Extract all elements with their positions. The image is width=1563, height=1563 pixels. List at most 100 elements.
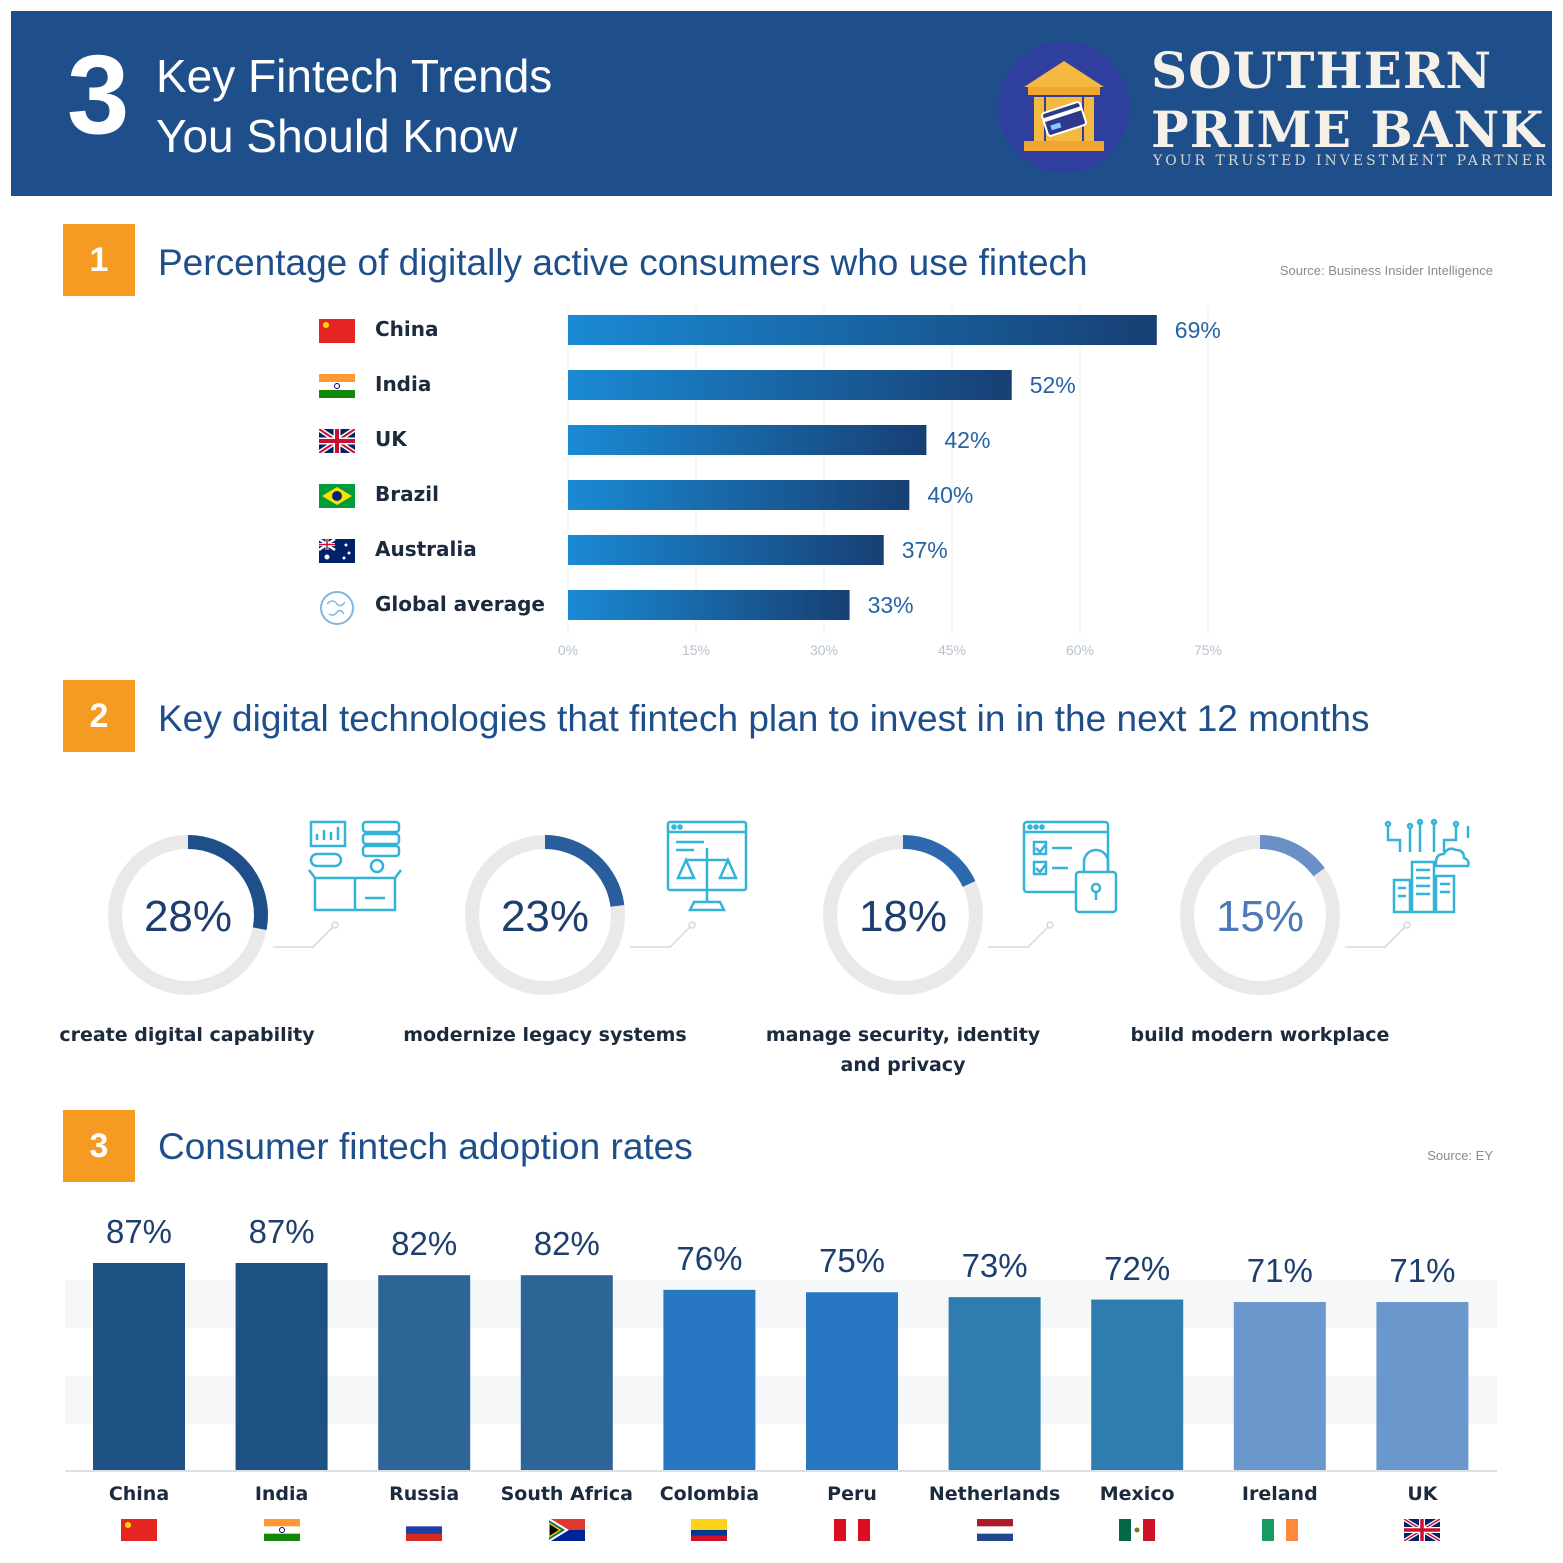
v-value-label: 87% — [105, 1213, 173, 1250]
v-bar — [235, 1263, 328, 1470]
donut-value-label: 23% — [501, 892, 589, 941]
uk-flag-icon — [319, 429, 355, 453]
brand-tagline: YOUR TRUSTED INVESTMENT PARTNER — [1153, 153, 1549, 169]
section-2-number: 2 — [63, 680, 135, 752]
donut-connector-dot — [331, 921, 339, 929]
section-3-number: 3 — [63, 1110, 135, 1182]
v-bar — [806, 1292, 898, 1470]
donut-label-3: manage security, identity and privacy — [765, 1024, 1041, 1076]
globe-icon — [319, 590, 355, 626]
bank-card-icon — [998, 41, 1130, 173]
donut-track — [823, 835, 983, 995]
brazil-flag-icon — [319, 484, 355, 508]
v-bar — [1233, 1302, 1326, 1470]
v-category-label: UK — [1407, 1483, 1438, 1505]
donut-connector — [988, 926, 1049, 948]
v-bar — [948, 1297, 1041, 1470]
h-axis-tick-label: 75% — [1193, 642, 1223, 658]
header-title-line2: You Should Know — [156, 110, 518, 162]
donut-track — [1180, 835, 1340, 995]
security-lock-checklist-icon — [1022, 818, 1122, 918]
h-category-label: Brazil — [375, 482, 439, 506]
v-grid-band — [65, 1376, 1497, 1424]
v-bar — [93, 1263, 185, 1470]
v-category-label: Ireland — [1241, 1483, 1318, 1505]
donut-value-label: 15% — [1216, 892, 1304, 941]
colombia-flag-icon — [691, 1519, 728, 1541]
h-axis-tick-label: 45% — [937, 642, 967, 658]
h-axis-tick-label: 30% — [809, 642, 839, 658]
donut-label-4: build modern workplace — [1130, 1024, 1390, 1046]
donut-center — [480, 850, 610, 980]
v-category-label: South Africa — [500, 1483, 634, 1505]
h-bar — [568, 425, 927, 455]
h-category-label: China — [375, 317, 439, 341]
v-bar — [1091, 1299, 1184, 1470]
donut-label-1: create digital capability — [59, 1024, 315, 1046]
v-value-label: 82% — [391, 1225, 458, 1263]
h-bar — [568, 590, 850, 620]
donut-value-label: 28% — [144, 892, 232, 941]
donut-label-2: modernize legacy systems — [403, 1024, 687, 1046]
v-value-label: 71% — [1246, 1252, 1313, 1289]
v-bar — [520, 1275, 613, 1470]
brand-name-line2: PRIME BANK — [1151, 100, 1545, 159]
h-bar — [568, 480, 910, 510]
australia-flag-icon — [319, 539, 355, 563]
v-category-label: Mexico — [1099, 1483, 1175, 1505]
v-value-label: 87% — [248, 1213, 315, 1250]
h-value-label: 33% — [867, 592, 914, 618]
section-1-title: Percentage of digitally active consumers… — [158, 242, 1088, 283]
v-category-label: Russia — [389, 1483, 460, 1505]
donut-connector — [1345, 926, 1406, 948]
india-flag-icon — [319, 374, 355, 398]
donut-center — [838, 850, 968, 980]
russia-flag-icon — [406, 1519, 443, 1541]
h-category-label: India — [375, 372, 432, 396]
v-bar — [663, 1289, 756, 1470]
h-value-label: 40% — [927, 482, 974, 508]
donut-connector — [273, 926, 334, 948]
v-value-label: 75% — [818, 1242, 886, 1280]
south-africa-flag-icon — [548, 1519, 585, 1541]
section-1-source: Source: Business Insider Intelligence — [1279, 263, 1493, 278]
v-value-label: 76% — [676, 1239, 743, 1277]
v-category-label: China — [108, 1483, 170, 1505]
v-category-label: Peru — [827, 1483, 877, 1505]
v-category-label: India — [254, 1483, 309, 1505]
section-2-title: Key digital technologies that fintech pl… — [158, 698, 1370, 739]
h-axis-tick-label: 0% — [557, 642, 579, 658]
donut-arc — [544, 835, 625, 907]
v-category-label: Colombia — [659, 1483, 760, 1505]
h-axis-tick-label: 15% — [681, 642, 711, 658]
h-value-label: 42% — [944, 427, 991, 453]
donut-track — [465, 835, 625, 995]
india-flag-icon — [263, 1519, 300, 1541]
donut-center — [1195, 850, 1325, 980]
h-category-label: Australia — [375, 537, 477, 561]
h-value-label: 37% — [901, 537, 948, 563]
analytics-box-icon — [305, 818, 405, 918]
v-category-label: Netherlands — [928, 1483, 1061, 1505]
h-axis-tick-label: 60% — [1065, 642, 1095, 658]
section-1-number: 1 — [63, 224, 135, 296]
netherlands-flag-icon — [976, 1519, 1013, 1541]
peru-flag-icon — [834, 1519, 870, 1541]
uk-flag-icon — [1404, 1519, 1441, 1541]
h-value-label: 52% — [1029, 372, 1076, 398]
section-3-title: Consumer fintech adoption rates — [158, 1126, 693, 1167]
header-banner: 3 Key Fintech Trends You Should Know SOU… — [11, 11, 1552, 196]
donut-connector-dot — [1403, 921, 1411, 929]
donut-connector-dot — [1046, 921, 1054, 929]
h-bar — [568, 535, 884, 565]
donut-connector — [630, 926, 691, 948]
donut-connector-dot — [688, 921, 696, 929]
brand-name-line1: SOUTHERN — [1151, 41, 1493, 100]
v-value-label: 82% — [533, 1225, 600, 1263]
h-bar — [568, 370, 1012, 400]
china-flag-icon — [319, 319, 355, 343]
v-bar — [378, 1275, 471, 1470]
